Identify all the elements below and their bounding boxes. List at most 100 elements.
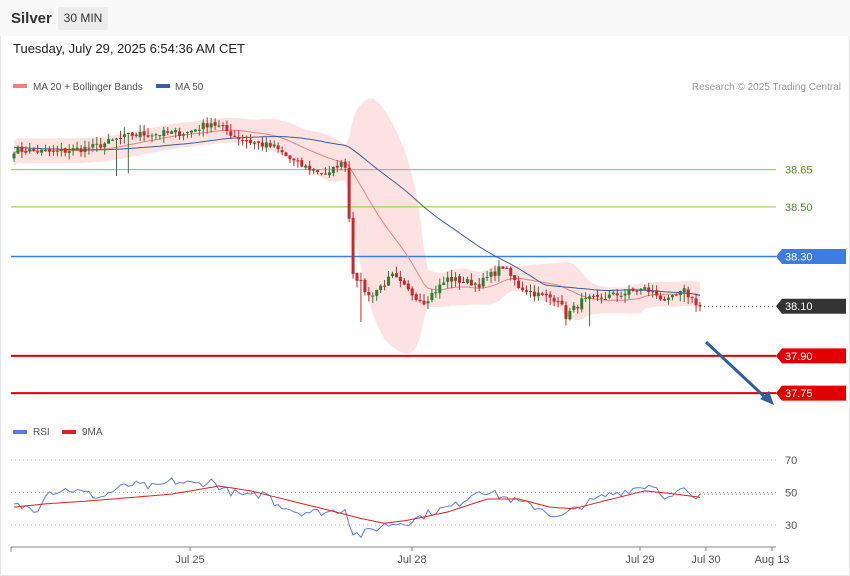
candle [292, 158, 296, 167]
candle-body [249, 140, 253, 143]
candle [371, 292, 375, 303]
candle-body [284, 152, 288, 156]
candle-body [134, 134, 138, 136]
candle-body [670, 295, 674, 298]
bollinger-band-area [14, 98, 700, 354]
candle [379, 284, 383, 294]
candle [481, 272, 485, 289]
legend-swatch-ma20 [13, 84, 27, 88]
candle [225, 120, 229, 136]
candle [178, 127, 182, 140]
candle-body [335, 165, 339, 168]
candle [276, 142, 280, 153]
candle [241, 134, 245, 146]
candle [595, 290, 599, 301]
candle-body [272, 144, 276, 147]
candle [237, 130, 241, 146]
candle-body [320, 173, 324, 175]
candle-body [111, 139, 115, 141]
candle-body [367, 291, 371, 296]
candle-body [189, 130, 193, 133]
candle [454, 272, 458, 287]
candle-body [241, 139, 245, 141]
candle [442, 276, 446, 286]
candle-body [288, 155, 292, 159]
candle-body [182, 134, 186, 136]
candle-body [430, 292, 434, 301]
candle [592, 293, 596, 300]
candle [572, 302, 576, 313]
candle-body [607, 294, 611, 298]
candle [268, 139, 272, 149]
candle-body [233, 135, 237, 137]
candle [40, 149, 44, 156]
candle [111, 138, 115, 141]
candle-body [115, 138, 119, 140]
candle-body [544, 293, 548, 296]
candle [339, 159, 343, 171]
candle-body [682, 288, 686, 293]
candle-body [178, 131, 182, 136]
candle-body [237, 137, 241, 140]
candle-body [477, 284, 481, 288]
candle [166, 127, 170, 136]
candle [418, 293, 422, 303]
price-level-label-37.90: 37.90 [785, 351, 813, 363]
candle [599, 293, 603, 304]
candle-body [623, 293, 627, 296]
candle-body [517, 280, 521, 289]
price-level-tag-37.90: 37.90 [776, 348, 846, 364]
candle-body [666, 297, 670, 300]
candle [461, 276, 465, 284]
candle [477, 278, 481, 292]
candle-body [698, 305, 702, 307]
candle-body [142, 131, 146, 136]
price-level-tag-38.10: 38.10 [776, 298, 846, 314]
candle-body [118, 137, 122, 139]
price-level-label-37.75: 37.75 [785, 388, 813, 400]
candle-body [450, 276, 454, 282]
candle-body [387, 276, 391, 286]
candle-body [103, 143, 107, 148]
timeframe-button[interactable]: 30 MIN [58, 7, 108, 30]
candle [363, 278, 367, 296]
candle [564, 301, 568, 326]
candle-body [276, 145, 280, 150]
candle [245, 135, 249, 149]
candle-body [548, 294, 552, 298]
candle-body [442, 282, 446, 285]
candle-body [461, 282, 465, 284]
candle-body [379, 285, 383, 290]
time-axis-label: Jul 29 [625, 554, 654, 566]
candle-body [394, 273, 398, 278]
candle-body [690, 297, 694, 299]
candle-body [647, 287, 651, 293]
candle [485, 270, 489, 282]
candle-body [252, 142, 256, 144]
candle [185, 131, 189, 139]
candle-body [556, 301, 560, 303]
price-level-tag-38.50: 38.50 [785, 202, 813, 214]
instrument-title: Silver [11, 10, 52, 27]
candle-body [635, 290, 639, 292]
candle [434, 285, 438, 298]
candle [142, 124, 146, 142]
candle-body [221, 125, 225, 127]
candle-body [584, 297, 588, 299]
candle-body [398, 276, 402, 282]
candle-body [528, 290, 532, 293]
candle [647, 282, 651, 297]
candle-body [599, 297, 603, 299]
candle [233, 130, 237, 137]
candle [651, 284, 655, 298]
price-level-tag-38.65: 38.65 [785, 165, 813, 177]
candle [20, 142, 24, 159]
candle [331, 166, 335, 177]
candle [174, 127, 178, 138]
candle-body [327, 172, 331, 176]
candle [158, 134, 162, 140]
candle-body [469, 279, 473, 286]
candle-body [28, 149, 32, 152]
time-axis-label: Jul 25 [175, 554, 204, 566]
candle-body [390, 273, 394, 277]
